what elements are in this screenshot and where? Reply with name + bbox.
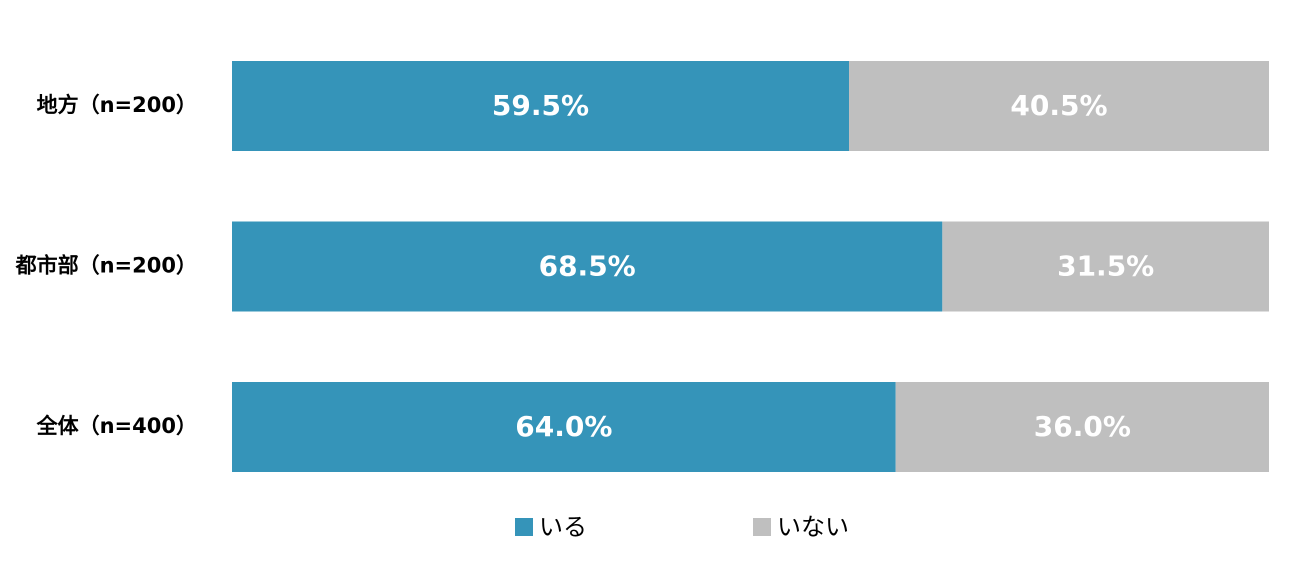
category-label: 地方（n=200） <box>37 93 197 117</box>
data-label: 36.0% <box>1034 410 1131 443</box>
bar-segment-iru <box>232 221 943 312</box>
data-label: 68.5% <box>539 250 636 283</box>
bar-segment-iru <box>232 61 850 151</box>
data-label: 64.0% <box>515 410 612 443</box>
legend-swatch <box>753 518 771 536</box>
category-label: 都市部（n=200） <box>15 254 197 278</box>
bar-segment-inai <box>849 61 1269 151</box>
bar-segment-inai <box>942 221 1269 312</box>
category-label: 全体（n=400） <box>36 414 197 438</box>
data-label: 59.5% <box>492 89 589 122</box>
legend-swatch <box>515 518 533 536</box>
bar-segment-iru <box>232 382 896 472</box>
legend-label: いない <box>777 513 849 541</box>
data-label: 40.5% <box>1010 89 1107 122</box>
bar-segment-inai <box>895 382 1269 472</box>
data-label: 31.5% <box>1057 250 1154 283</box>
legend-label: いる <box>539 513 587 541</box>
